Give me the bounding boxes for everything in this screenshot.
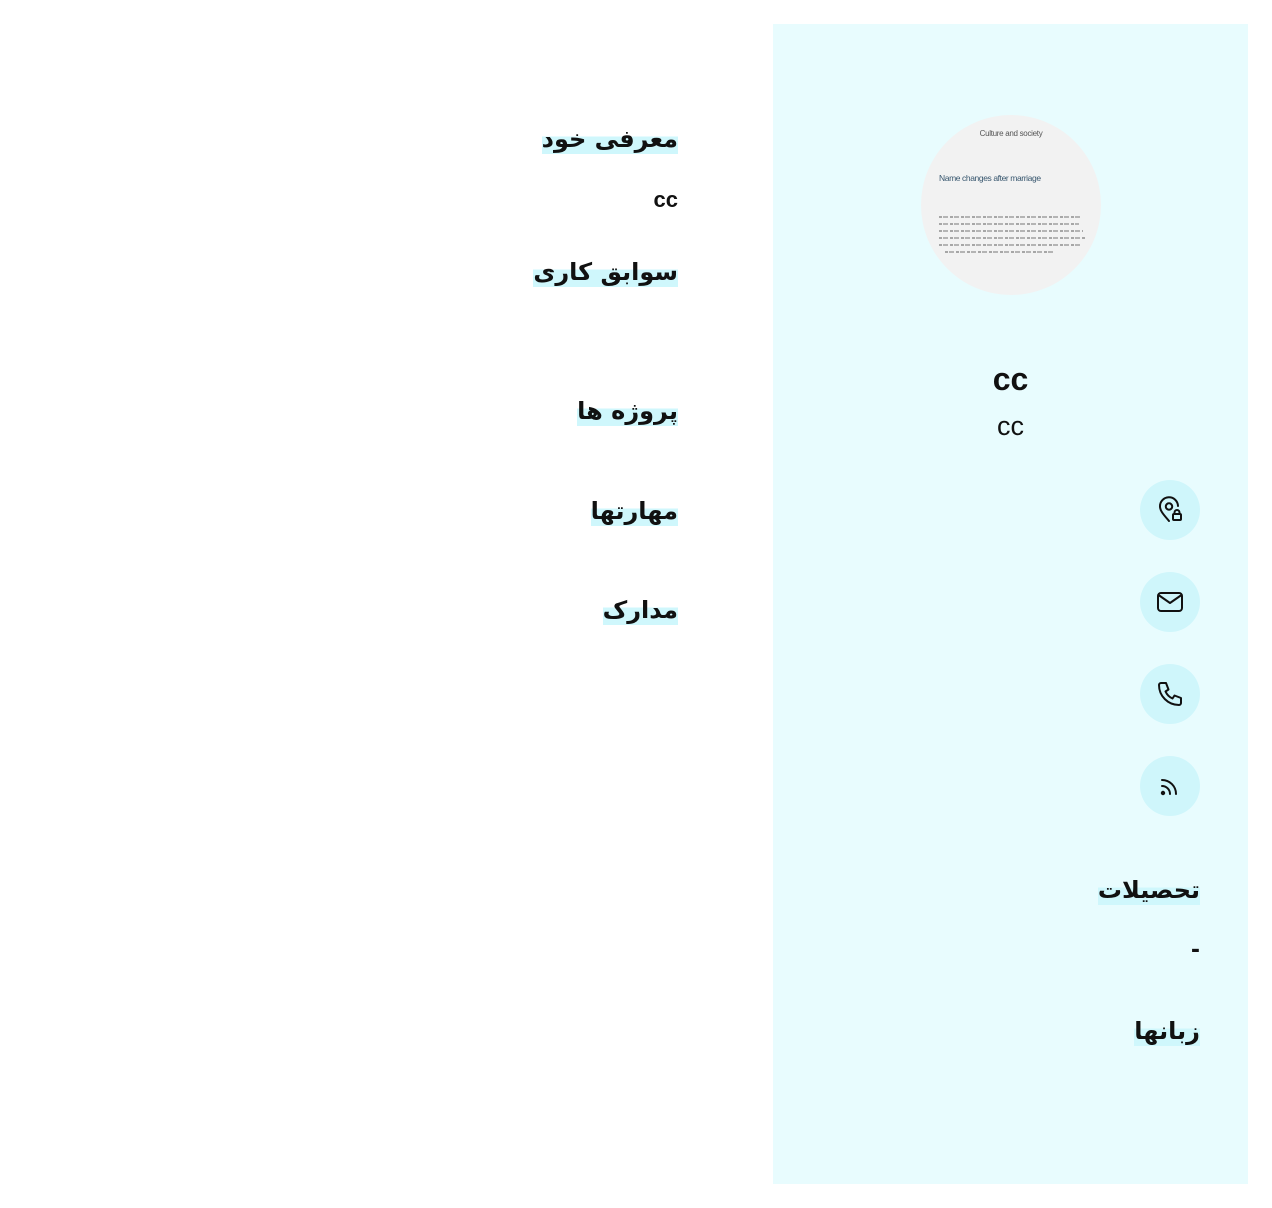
email-icon	[1157, 592, 1183, 612]
avatar-photo-header: Culture and society	[979, 129, 1043, 138]
profile-sidebar: Culture and society Name changes after m…	[773, 24, 1248, 1184]
avatar-photo-text-lines	[939, 216, 1087, 258]
projects-title: پروژه ها	[577, 396, 678, 426]
profile-name: cc	[992, 361, 1029, 397]
education-value: -	[1190, 938, 1200, 963]
phone-button[interactable]	[1140, 664, 1200, 724]
rss-icon	[1160, 779, 1177, 796]
location-button[interactable]	[1140, 480, 1200, 540]
skills-title: مهارتها	[590, 496, 678, 526]
about-title: معرفی خود	[541, 124, 678, 154]
experience-title: سوابق کاری	[533, 257, 678, 287]
documents-title: مدارک	[602, 595, 678, 625]
languages-title: زبانها	[1134, 1016, 1200, 1046]
profile-job-title: cc	[997, 411, 1024, 441]
location-pin-icon	[1158, 496, 1182, 522]
education-title: تحصیلات	[1097, 875, 1200, 905]
avatar-photo-title: Name changes after marriage	[939, 173, 1041, 183]
rss-button[interactable]	[1140, 756, 1200, 816]
about-text: cc	[653, 187, 678, 212]
phone-icon	[1158, 682, 1182, 706]
avatar: Culture and society Name changes after m…	[921, 115, 1101, 295]
email-button[interactable]	[1140, 572, 1200, 632]
